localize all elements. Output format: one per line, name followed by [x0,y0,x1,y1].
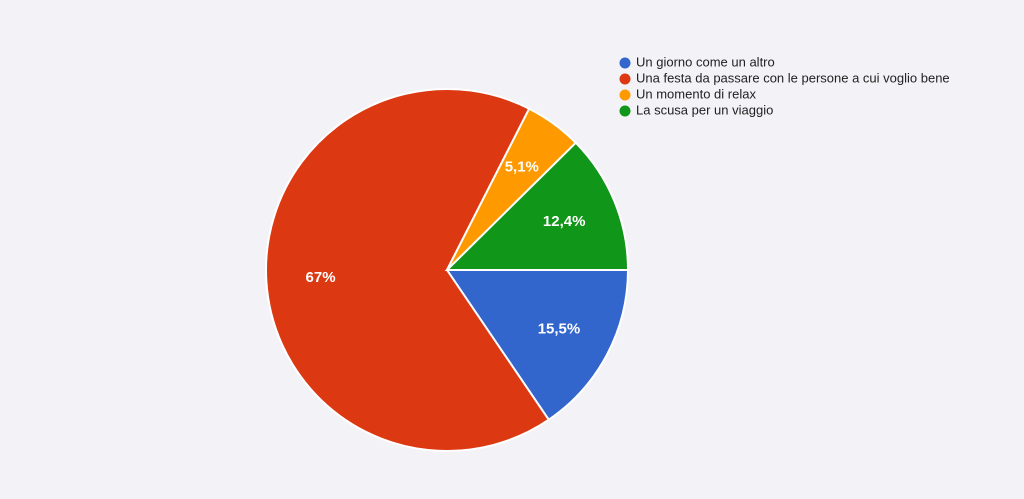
legend-label: Una festa da passare con le persone a cu… [636,70,950,85]
data-label: 67% [306,269,336,286]
legend-label: La scusa per un viaggio [636,102,773,117]
legend-marker [619,89,631,101]
data-label: 5,1% [505,159,539,176]
pie-slice [444,141,630,271]
pie-slice [265,88,551,452]
data-label: 12,4% [543,213,586,230]
data-label: 15,5% [538,320,581,337]
legend-label: Un giorno come un altro [636,54,775,69]
legend-marker [619,57,631,69]
legend-marker [619,105,631,117]
legend-marker [619,73,631,85]
pie-slice [445,269,630,422]
legend-label: Un momento di relax [636,86,756,101]
